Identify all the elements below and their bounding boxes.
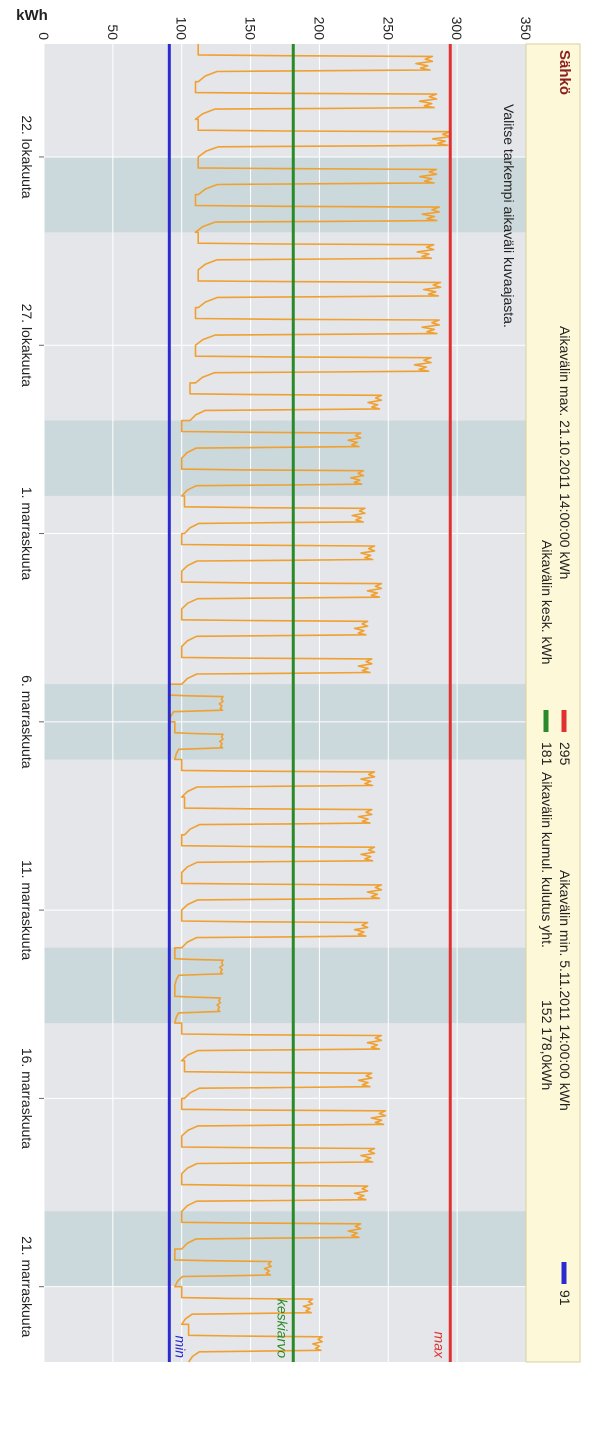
x-tick-label: 27. lokakuuta [19, 304, 35, 387]
selection-hint: Valitse tarkempi aikaväli kuvaajasta. [501, 104, 517, 328]
y-tick-label: 150 [243, 17, 259, 41]
y-tick-label: 100 [174, 17, 190, 41]
cumulative-info-value: 152 178,0kWh [539, 1000, 555, 1090]
x-tick-label: 21. marraskuuta [19, 1236, 35, 1337]
legend-box [525, 43, 581, 1363]
weekend-band [44, 1211, 526, 1287]
x-tick-label: 11. marraskuuta [19, 860, 35, 960]
max-info-value: 295 [557, 742, 573, 766]
y-tick-label: 200 [311, 17, 327, 41]
min-info-value: 91 [557, 1290, 573, 1306]
x-tick-label: 22. lokakuuta [19, 115, 35, 198]
average-info-label: Aikavälin kesk. kWh [539, 540, 555, 664]
x-tick-label: 1. marraskuuta [19, 487, 35, 581]
rotated-chart-group: max keskiarvo min Sähkö Aikavälin max. 2… [16, 7, 581, 1363]
min-line-label: min [172, 1335, 188, 1358]
weekend-band [44, 156, 526, 233]
y-tick-label: 300 [449, 17, 465, 41]
y-axis-title: kWh [16, 7, 48, 24]
cumulative-info-label: Aikavälin kumul. kulutus yht. [539, 772, 555, 948]
y-tick-label: 50 [105, 24, 121, 40]
weekend-band [44, 947, 526, 1024]
series-line [168, 44, 452, 1363]
x-tick-label: 16. marraskuuta [19, 1048, 35, 1149]
y-tick-label: 250 [380, 17, 396, 41]
x-axis-ticks: 22. lokakuuta 27. lokakuuta 1. marraskuuta… [19, 115, 44, 1337]
max-info-label: Aikavälin max. 21.10.2011 14:00:00 kWh [557, 326, 573, 579]
average-line-label: keskiarvo [274, 1299, 290, 1358]
y-tick-label: 350 [518, 17, 534, 41]
y-tick-label: 0 [36, 32, 52, 40]
x-tick-label: 6. marraskuuta [19, 675, 35, 769]
y-axis-ticks: 0 50 100 150 200 250 300 350 [36, 17, 534, 41]
weekend-band [44, 420, 526, 496]
max-line-label: max [431, 1332, 447, 1359]
chart-title: Sähkö [556, 50, 573, 95]
min-info-label: Aikavälin min. 5.11.2011 14:00:00 kWh [557, 870, 573, 1111]
average-info-value: 181 [539, 742, 555, 766]
